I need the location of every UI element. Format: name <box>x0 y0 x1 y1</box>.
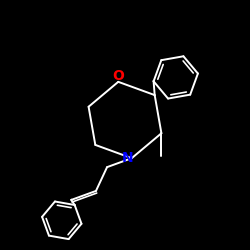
Text: N: N <box>122 151 133 165</box>
Text: O: O <box>112 69 124 83</box>
